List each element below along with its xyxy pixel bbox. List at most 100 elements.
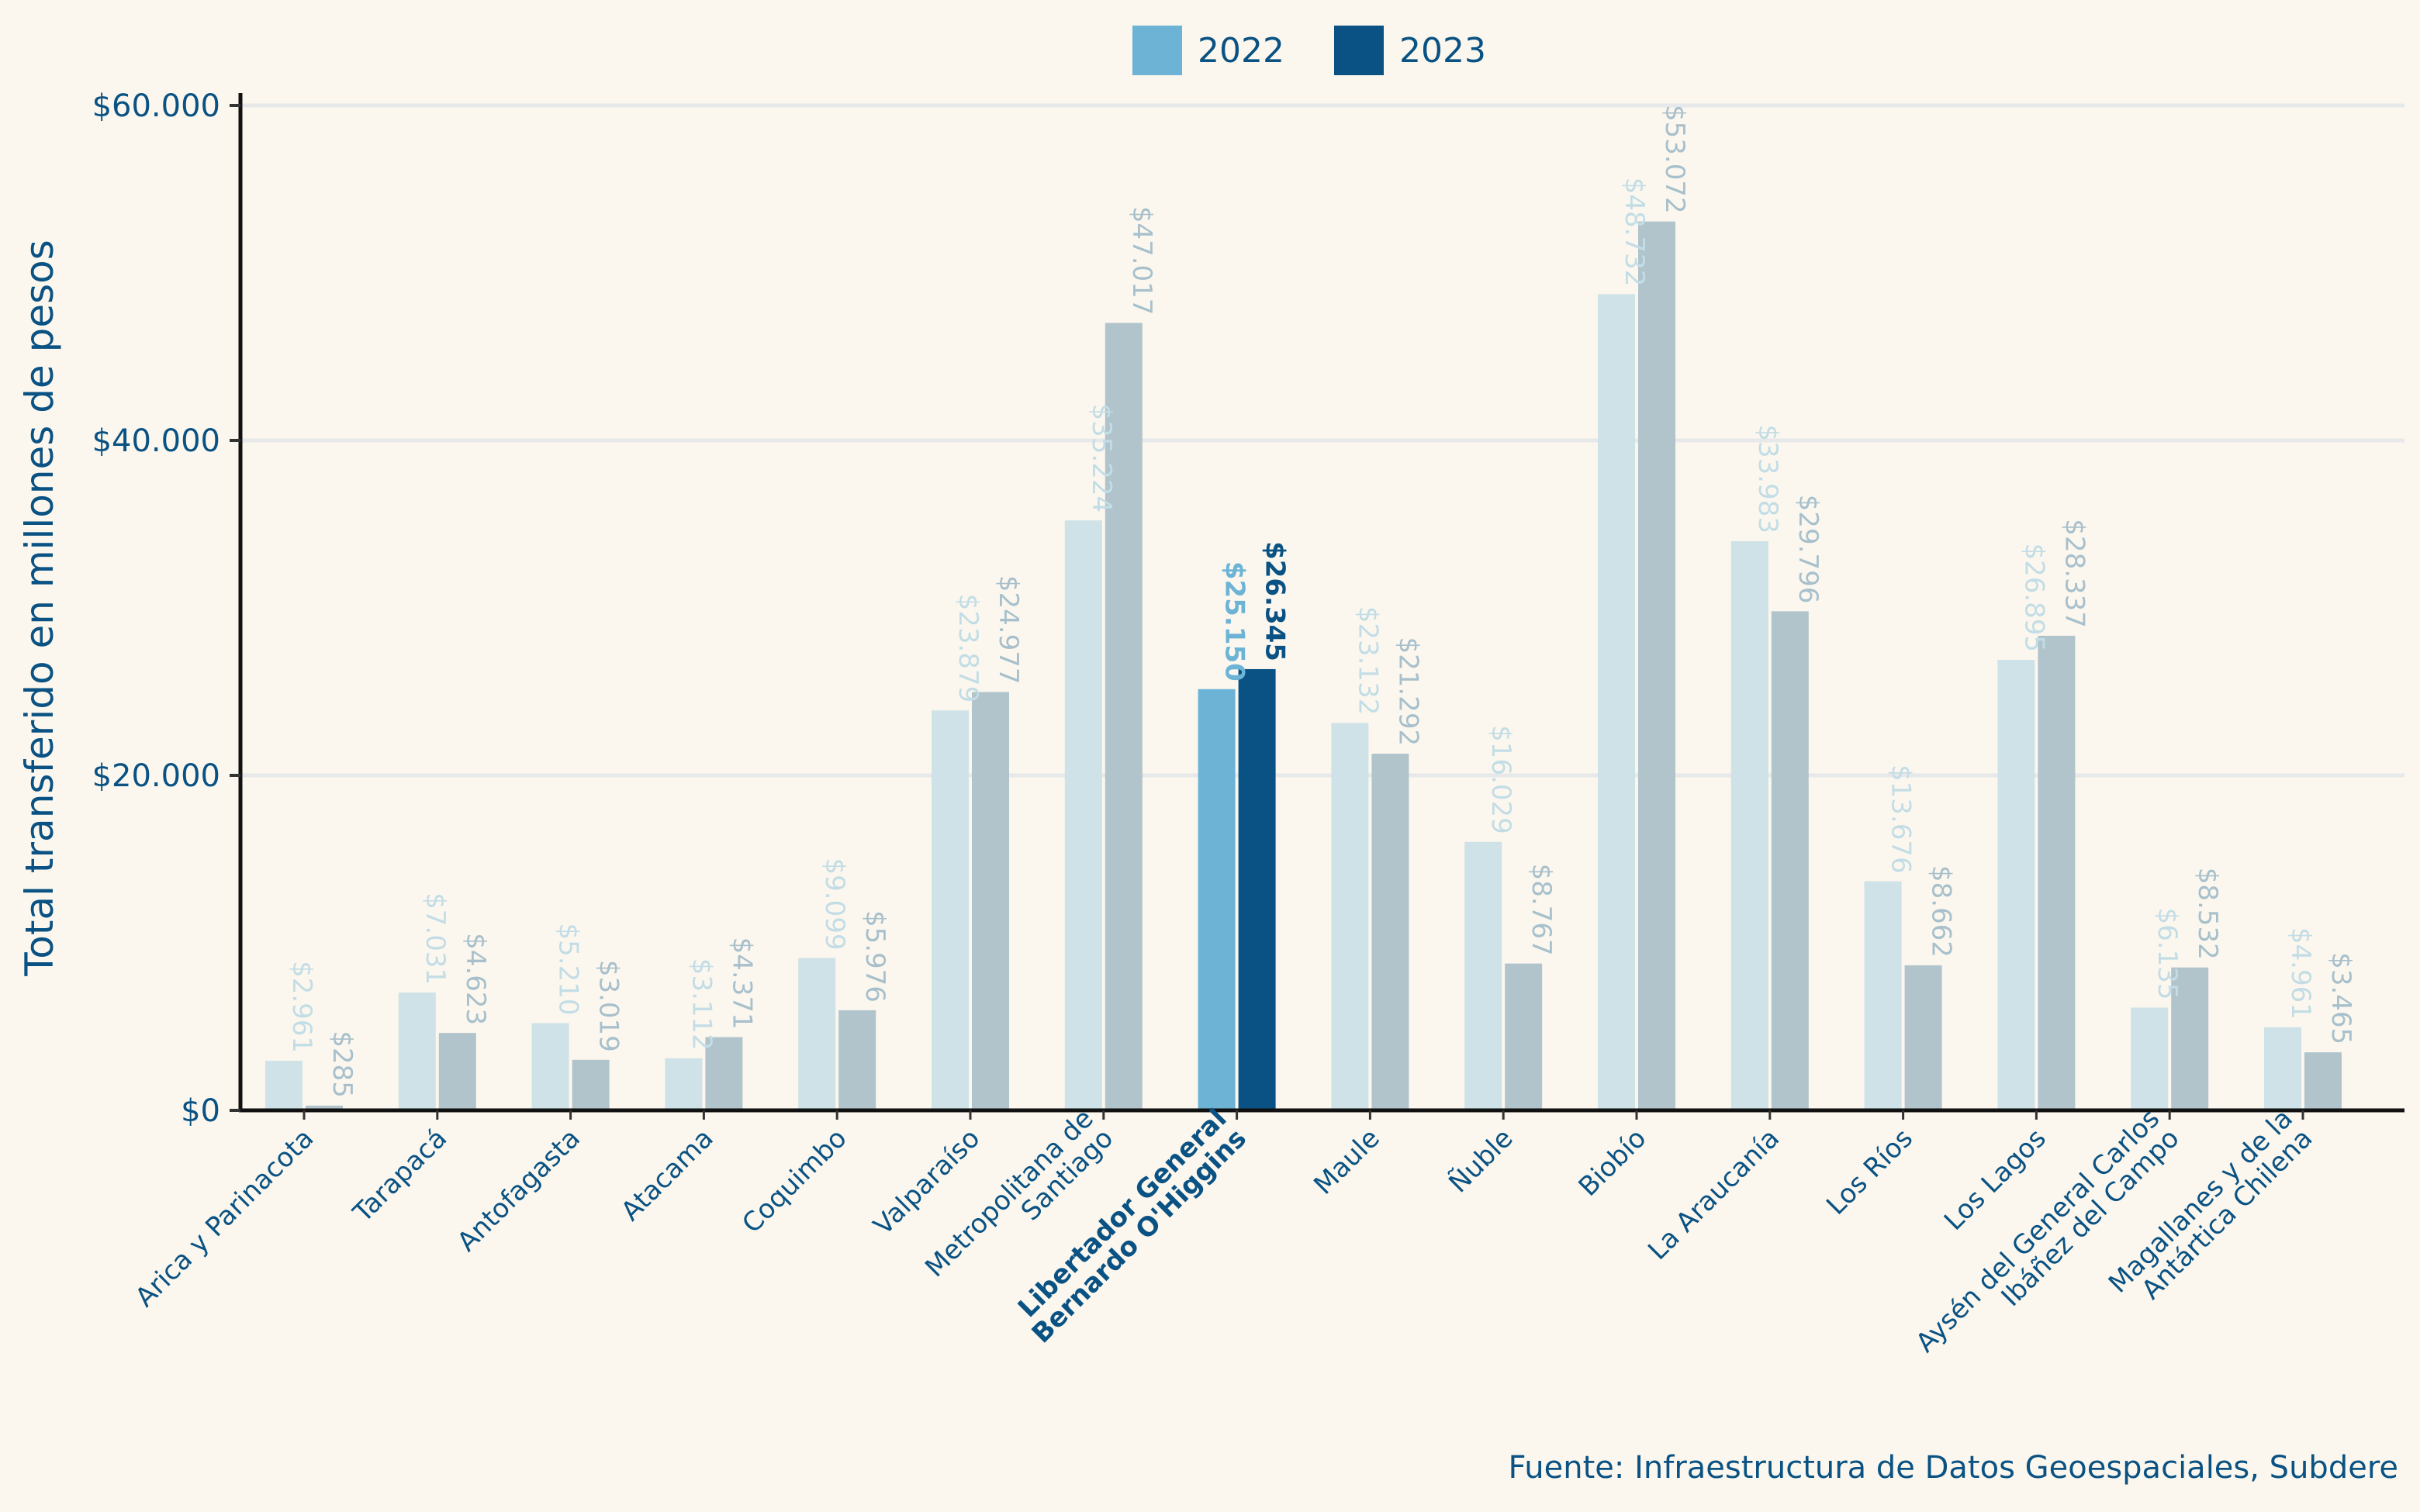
bar-2023-7 — [1238, 668, 1276, 1110]
bar-label-2022-10: $48.732 — [1619, 178, 1650, 287]
bar-2023-15 — [2304, 1052, 2342, 1110]
bar-2022-8 — [1331, 723, 1369, 1110]
x-tick-label-line: Maule — [1308, 1123, 1385, 1200]
bar-2023-4 — [838, 1010, 876, 1110]
bar-label-2022-14: $6.135 — [2152, 908, 2183, 1000]
bar-2022-15 — [2264, 1027, 2301, 1110]
x-tick-label-line: Antofagasta — [451, 1123, 586, 1258]
gridlines — [240, 103, 2404, 778]
y-tick-label: $20.000 — [92, 758, 220, 794]
bar-2023-5 — [972, 692, 1009, 1110]
y-axis-ticks: $0 $20.000 $40.000 $60.000 — [92, 88, 240, 1129]
bar-label-2022-12: $13.676 — [1886, 765, 1917, 874]
bar-2023-1 — [438, 1033, 476, 1110]
bar-2023-14 — [2171, 967, 2209, 1110]
bar-label-2022-8: $23.132 — [1352, 606, 1383, 716]
bar-label-2023-12: $8.662 — [1926, 865, 1957, 958]
x-tick-label: Ñuble — [1443, 1123, 1519, 1199]
axes — [238, 93, 2404, 1113]
bar-2022-0 — [265, 1061, 302, 1110]
bar-label-2023-15: $3.465 — [2325, 952, 2356, 1044]
bar-label-2022-11: $33.983 — [1752, 424, 1783, 533]
bar-label-2023-5: $24.977 — [993, 575, 1024, 685]
x-tick-label: Biobío — [1573, 1123, 1653, 1203]
bar-2022-13 — [1997, 660, 2035, 1110]
bar-label-2022-9: $16.029 — [1485, 725, 1516, 834]
x-tick-label: Tarapacá — [347, 1123, 453, 1229]
bar-label-2022-1: $7.031 — [420, 892, 451, 985]
bar-label-2022-6: $35.224 — [1086, 404, 1117, 513]
bar-2023-13 — [2038, 635, 2076, 1110]
bar-label-2022-13: $26.895 — [2018, 543, 2049, 652]
x-tick-label-line: Arica y Parinacota — [130, 1123, 320, 1314]
source-note: Fuente: Infraestructura de Datos Geoespa… — [1508, 1450, 2398, 1486]
bar-label-2023-10: $53.072 — [1659, 105, 1690, 214]
bar-2022-5 — [932, 710, 969, 1110]
x-tick-label-line: Los Ríos — [1820, 1123, 1919, 1221]
bar-2022-3 — [665, 1058, 703, 1110]
x-tick-label: Arica y Parinacota — [130, 1123, 320, 1314]
bar-label-2023-2: $3.019 — [593, 960, 624, 1052]
x-tick-label-line: Ñuble — [1443, 1123, 1519, 1199]
x-tick-label: Antofagasta — [451, 1123, 586, 1258]
y-tick-label: $60.000 — [92, 88, 220, 124]
bar-label-2023-1: $4.623 — [460, 933, 491, 1025]
x-tick-label-line: Coquimbo — [736, 1123, 852, 1239]
bar-label-2022-3: $3.112 — [686, 958, 717, 1051]
bar-label-2022-0: $2.961 — [286, 961, 317, 1053]
bar-2022-9 — [1464, 841, 1502, 1110]
legend-label-2023: 2023 — [1399, 31, 1486, 71]
bar-label-2022-5: $23.879 — [952, 594, 984, 703]
x-tick-label-line: Tarapacá — [347, 1123, 453, 1229]
bar-label-2023-7: $26.345 — [1260, 541, 1291, 661]
y-tick-label: $0 — [181, 1093, 220, 1129]
bar-label-2023-0: $285 — [327, 1030, 358, 1098]
legend: 2022 2023 — [1132, 26, 1486, 75]
x-tick-label: Coquimbo — [736, 1123, 852, 1239]
bar-2022-14 — [2131, 1007, 2169, 1110]
bar-2022-2 — [531, 1023, 569, 1110]
y-axis-title: Total transferido en millones de pesos — [17, 240, 62, 977]
bar-label-2022-7: $25.150 — [1219, 561, 1250, 682]
bar-2023-12 — [1904, 965, 1942, 1110]
bar-2022-4 — [798, 958, 836, 1110]
bar-label-2023-9: $8.767 — [1526, 864, 1557, 956]
x-tick-label-line: Atacama — [615, 1123, 720, 1227]
bar-2022-11 — [1730, 540, 1768, 1110]
x-tick-label: Los Ríos — [1820, 1123, 1919, 1221]
bar-label-2023-8: $21.292 — [1392, 637, 1423, 746]
x-tick-label-line: Biobío — [1573, 1123, 1653, 1203]
legend-swatch-2023 — [1334, 26, 1384, 75]
bar-2023-8 — [1371, 754, 1409, 1110]
legend-swatch-2022 — [1132, 26, 1182, 75]
bars — [265, 221, 2342, 1111]
bar-2023-3 — [705, 1037, 743, 1110]
bar-2022-12 — [1864, 881, 1902, 1110]
x-tick-label: Maule — [1308, 1123, 1385, 1200]
bar-2022-7 — [1198, 689, 1236, 1110]
bar-2023-11 — [1771, 611, 1809, 1110]
legend-label-2022: 2022 — [1198, 31, 1284, 71]
bar-2023-0 — [306, 1105, 343, 1110]
bar-label-2023-3: $4.371 — [726, 937, 757, 1030]
bar-label-2023-11: $29.796 — [1793, 495, 1824, 604]
bar-label-2023-13: $28.337 — [2059, 519, 2090, 628]
bar-2023-2 — [572, 1059, 610, 1110]
bar-2023-10 — [1638, 221, 1675, 1111]
x-tick-label: La Araucanía — [1642, 1123, 1786, 1266]
y-tick-label: $40.000 — [92, 423, 220, 459]
x-tick-label: Atacama — [615, 1123, 720, 1227]
bar-2022-10 — [1598, 294, 1635, 1110]
x-tick-label-line: La Araucanía — [1642, 1123, 1786, 1266]
bar-label-2022-4: $9.099 — [819, 858, 850, 950]
bar-2022-1 — [398, 992, 436, 1110]
bar-label-2023-4: $5.976 — [859, 910, 890, 1003]
bar-2022-6 — [1064, 520, 1102, 1110]
bar-label-2023-14: $8.532 — [2192, 868, 2223, 960]
bar-2023-9 — [1505, 963, 1543, 1110]
bar-2023-6 — [1105, 323, 1143, 1110]
bar-label-2022-15: $4.961 — [2285, 927, 2316, 1020]
bar-label-2022-2: $5.210 — [553, 923, 584, 1015]
